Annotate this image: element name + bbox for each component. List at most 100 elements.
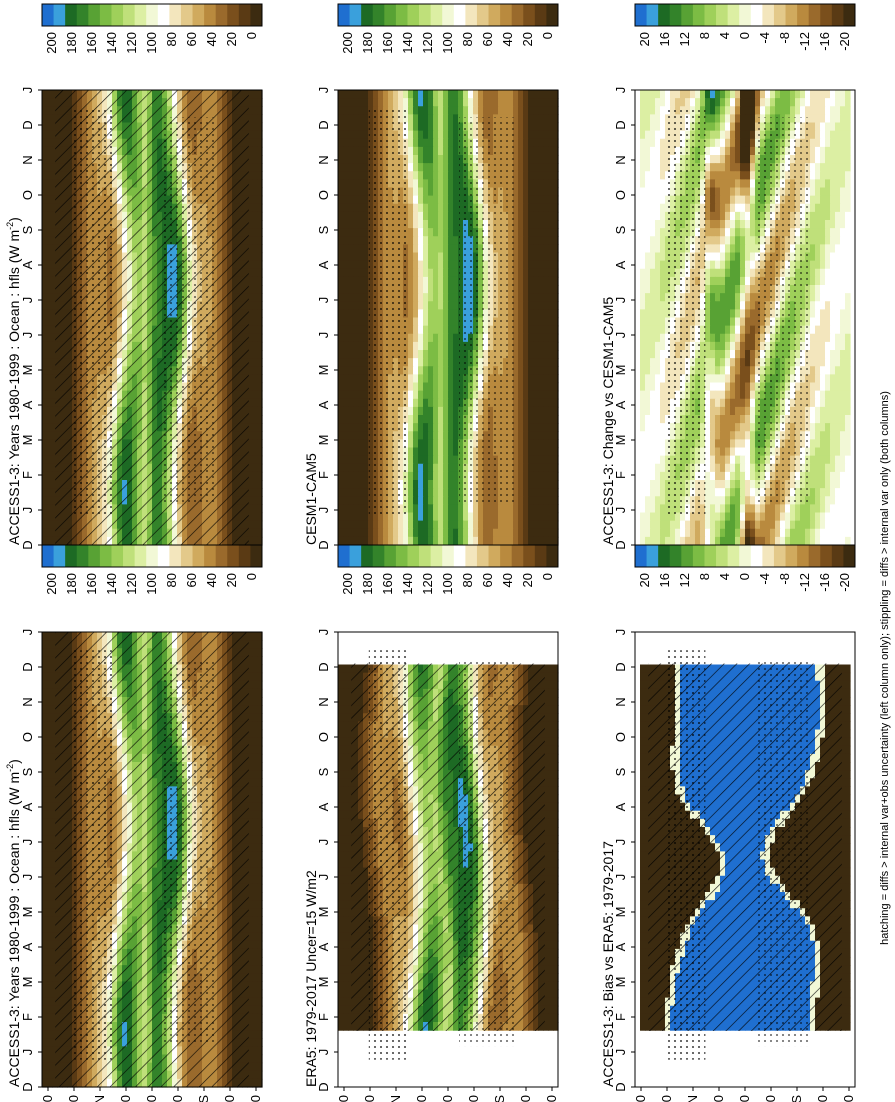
heatmap-cell: [247, 211, 253, 221]
heatmap-cell: [252, 252, 258, 262]
heatmap-cell: [47, 439, 53, 449]
heatmap-cell: [257, 520, 263, 530]
heatmap-cell: [47, 705, 53, 714]
heatmap-cell: [247, 973, 253, 982]
heatmap-cell: [42, 155, 48, 164]
heatmap-cell: [47, 794, 53, 804]
heatmap-cell: [47, 480, 53, 489]
heatmap-cell: [257, 203, 263, 213]
heatmap-cell: [42, 989, 48, 999]
heatmap-cell: [247, 648, 253, 657]
heatmap-cell: [247, 179, 253, 189]
colorbar-tick-label: 140: [104, 32, 119, 54]
heatmap-cell: [247, 455, 253, 465]
heatmap-cell: [52, 252, 58, 262]
heatmap-cell: [257, 745, 263, 755]
heatmap-cell: [247, 640, 253, 649]
heatmap-cell: [52, 276, 58, 286]
heatmap-cell: [252, 818, 258, 828]
heatmap-cell: [42, 1046, 48, 1056]
heatmap-cell: [42, 664, 48, 674]
heatmap-cell: [252, 1022, 258, 1031]
heatmap-cell: [257, 268, 263, 278]
heatmap-cell: [257, 1062, 263, 1072]
heatmap-cell: [42, 1005, 48, 1015]
heatmap-cell: [47, 236, 53, 245]
heatmap-cell: [42, 528, 48, 538]
heatmap-cell: [252, 325, 258, 335]
heatmap-cell: [52, 536, 58, 546]
colorbar-swatch: [111, 4, 124, 26]
month-tick-label: J: [20, 297, 35, 304]
colorbar-swatch: [157, 4, 170, 26]
heatmap-cell: [47, 163, 53, 172]
heatmap-cell: [252, 835, 258, 844]
heatmap-cell: [42, 293, 48, 302]
heatmap-cell: [47, 309, 53, 319]
heatmap-cell: [252, 317, 258, 327]
heatmap-cell: [257, 794, 263, 804]
heatmap-cell: [252, 664, 258, 674]
heatmap-cell: [47, 106, 53, 115]
heatmap-cell: [42, 778, 48, 787]
heatmap-cell: [257, 851, 263, 861]
heatmap-cell: [47, 843, 53, 852]
heatmap-cell: [42, 940, 48, 950]
heatmap-cell: [252, 163, 258, 172]
heatmap-cell: [52, 1038, 58, 1047]
heatmap-cell: [252, 1038, 258, 1047]
heatmap-cell: [247, 916, 253, 926]
heatmap-cell: [252, 859, 258, 869]
heatmap-cell: [247, 471, 253, 481]
heatmap-cell: [47, 431, 53, 440]
heatmap-cell: [47, 358, 53, 367]
heatmap-cell: [247, 729, 253, 739]
heatmap-cell: [52, 138, 58, 148]
heatmap-cell: [247, 851, 253, 861]
heatmap-cell: [52, 293, 58, 302]
heatmap-cell: [52, 827, 58, 836]
heatmap-cell: [247, 786, 253, 796]
colorbar-swatch: [53, 4, 66, 26]
heatmap-cell: [42, 924, 48, 934]
heatmap-cell: [52, 260, 58, 270]
heatmap-cell: [52, 220, 58, 229]
colorbar-swatch: [65, 4, 78, 26]
heatmap-cell: [42, 536, 48, 546]
month-tick-label: M: [20, 435, 35, 446]
heatmap-cell: [252, 504, 258, 514]
heatmap-cell: [52, 358, 58, 367]
heatmap-cell: [252, 932, 258, 942]
heatmap-cell: [247, 341, 253, 351]
heatmap-cell: [252, 423, 258, 432]
heatmap-cell: [42, 794, 48, 804]
heatmap-cell: [257, 122, 263, 132]
panel-1: ACCESS1-3: Years 1980-1999 : Ocean : hfl…: [5, 3, 263, 568]
heatmap-cell: [257, 770, 263, 779]
heatmap-cell: [252, 447, 258, 457]
heatmap-cell: [247, 1030, 253, 1039]
heatmap-cell: [52, 1054, 58, 1064]
heatmap-cell: [47, 138, 53, 148]
heatmap-cell: [257, 423, 263, 432]
heatmap-cell: [247, 431, 253, 440]
heatmap-cell: [42, 382, 48, 392]
heatmap-cell: [42, 252, 48, 262]
heatmap-cell: [252, 512, 258, 522]
heatmap-cell: [257, 317, 263, 327]
heatmap-cell: [257, 325, 263, 335]
heatmap-cell: [52, 122, 58, 132]
heatmap-cell: [257, 1022, 263, 1031]
heatmap-cell: [47, 948, 53, 958]
heatmap-cell: [52, 875, 58, 885]
heatmap-cell: [42, 480, 48, 489]
heatmap-cell: [47, 737, 53, 747]
heatmap-cell: [42, 957, 48, 966]
heatmap-cell: [247, 447, 253, 457]
heatmap-cell: [47, 713, 53, 722]
heatmap-cell: [247, 536, 253, 546]
heatmap-cell: [42, 843, 48, 852]
heatmap-cell: [247, 737, 253, 747]
heatmap-cell: [42, 883, 48, 893]
heatmap-cell: [252, 1005, 258, 1015]
